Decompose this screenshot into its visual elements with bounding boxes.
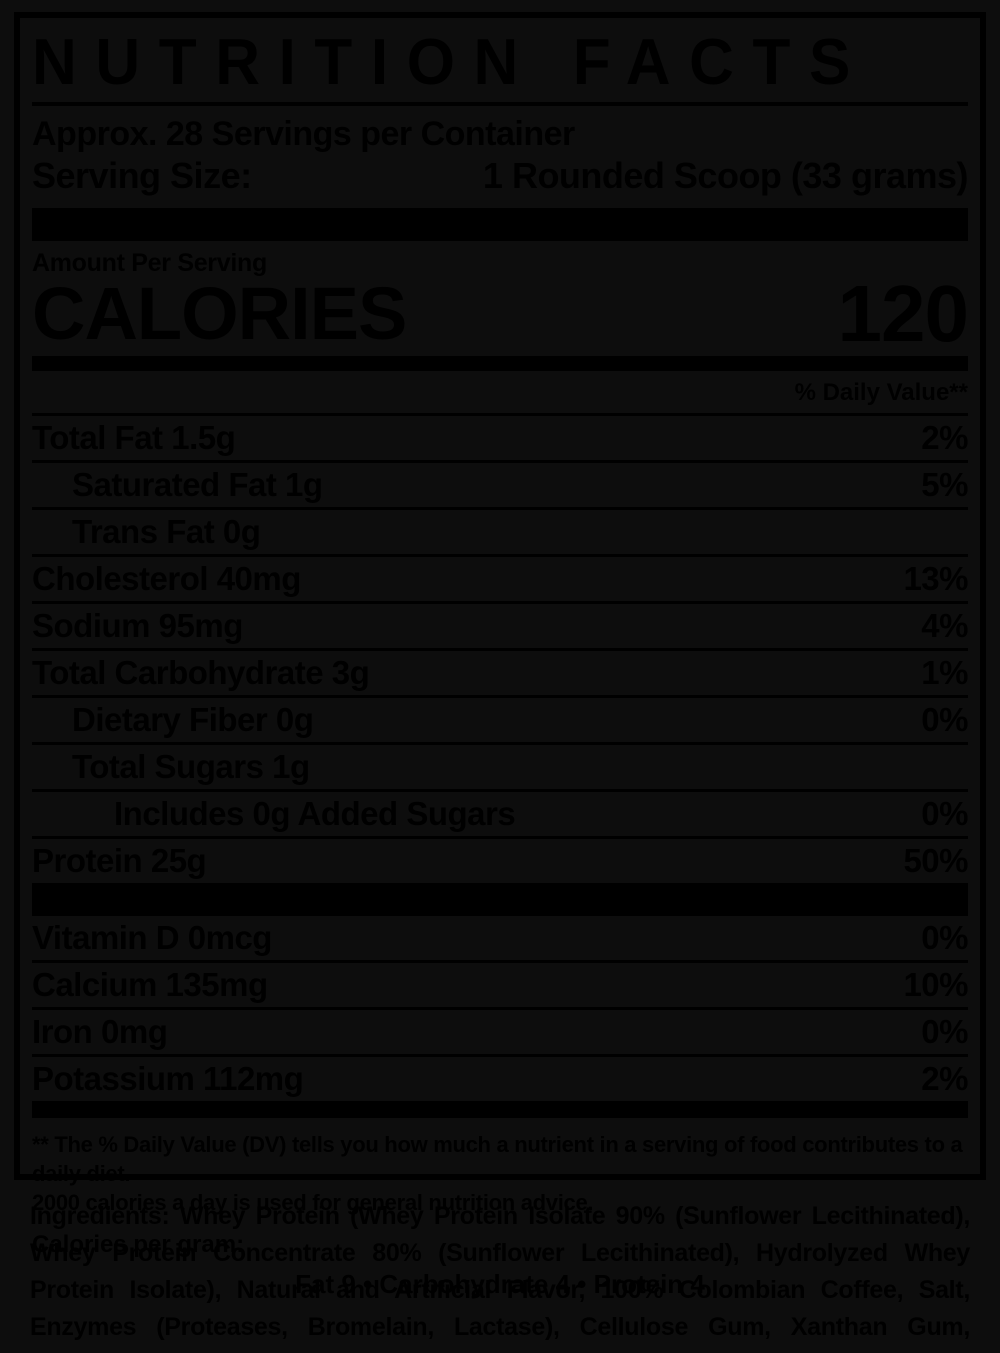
- medium-divider: [32, 356, 968, 371]
- nutrient-row-cholesterol: Cholesterol 40mg 13%: [32, 557, 968, 604]
- nutrient-row-trans-fat: Trans Fat 0g: [32, 510, 968, 557]
- nutrient-row-sodium: Sodium 95mg 4%: [32, 604, 968, 651]
- nutrient-dv: 13%: [903, 560, 968, 597]
- nutrient-name: Cholesterol 40mg: [32, 560, 301, 597]
- daily-value-header: % Daily Value**: [32, 371, 968, 416]
- servings-per-container: Approx. 28 Servings per Container: [32, 115, 575, 153]
- nutrient-row-added-sugars: Includes 0g Added Sugars 0%: [32, 792, 968, 839]
- title-divider: [32, 102, 968, 106]
- ingredients-text: Ingredients: Whey Protein (Whey Protein …: [30, 1202, 970, 1353]
- nutrient-row-dietary-fiber: Dietary Fiber 0g 0%: [32, 698, 968, 745]
- thick-divider-top: [32, 208, 968, 241]
- calories-label: CALORIES: [32, 272, 407, 355]
- nutrient-dv: 1%: [921, 654, 968, 691]
- nutrient-dv: 2%: [921, 419, 968, 456]
- footnote-line-2: 2000 calories a day is used for general …: [32, 1190, 594, 1215]
- vitamin-name: Calcium 135mg: [32, 966, 268, 1003]
- vitamin-name: Potassium 112mg: [32, 1060, 304, 1097]
- vitamin-name: Vitamin D 0mcg: [32, 919, 272, 956]
- nutrient-row-protein: Protein 25g 50%: [32, 839, 968, 883]
- thick-divider-middle: [32, 883, 968, 916]
- panel-title: NUTRITION FACTS: [32, 26, 869, 99]
- nutrient-name: Dietary Fiber 0g: [72, 701, 314, 738]
- vitamin-dv: 10%: [903, 966, 968, 1003]
- nutrient-dv: 0%: [921, 701, 968, 738]
- vitamin-name: Iron 0mg: [32, 1013, 168, 1050]
- vitamin-row-potassium: Potassium 112mg 2%: [32, 1057, 968, 1101]
- vitamin-row-iron: Iron 0mg 0%: [32, 1010, 968, 1057]
- ingredients-block: Ingredients: Whey Protein (Whey Protein …: [30, 1198, 970, 1353]
- vitamin-row-vitamin-d: Vitamin D 0mcg 0%: [32, 916, 968, 963]
- nutrient-dv: 50%: [903, 842, 968, 879]
- calories-value: 120: [837, 269, 969, 358]
- nutrient-dv: 0%: [921, 795, 968, 832]
- calories-row: CALORIES 120: [32, 269, 969, 358]
- nutrient-dv: 4%: [921, 607, 968, 644]
- calories-per-gram-values: Fat 9 • Carbohydrate 4 • Protein 4: [295, 1269, 705, 1299]
- calories-per-gram-label: Calories per gram:: [32, 1231, 245, 1258]
- vitamin-rows: Vitamin D 0mcg 0% Calcium 135mg 10% Iron…: [32, 916, 968, 1101]
- nutrient-name: Protein 25g: [32, 842, 207, 879]
- footnote-line-1: ** The % Daily Value (DV) tells you how …: [32, 1132, 963, 1186]
- serving-size-value: 1 Rounded Scoop (33 grams): [482, 155, 969, 196]
- nutrient-name: Sodium 95mg: [32, 607, 243, 644]
- amount-per-serving: Amount Per Serving: [32, 249, 267, 277]
- vitamin-dv: 0%: [921, 919, 968, 956]
- nutrient-name: Total Sugars 1g: [72, 748, 310, 785]
- thick-divider-bottom: [32, 1101, 968, 1118]
- nutrient-name: Includes 0g Added Sugars: [114, 795, 516, 832]
- nutrient-name: Total Carbohydrate 3g: [32, 654, 370, 691]
- nutrient-row-saturated-fat: Saturated Fat 1g 5%: [32, 463, 968, 510]
- nutrition-facts-panel: NUTRITION FACTS Approx. 28 Servings per …: [14, 12, 986, 1299]
- nutrient-name: Total Fat 1.5g: [32, 419, 236, 456]
- daily-value-footnote: ** The % Daily Value (DV) tells you how …: [32, 1130, 968, 1217]
- vitamin-dv: 2%: [921, 1060, 968, 1097]
- nutrient-dv: 5%: [921, 466, 968, 503]
- nutrient-row-total-fat: Total Fat 1.5g 2%: [32, 416, 968, 463]
- vitamin-dv: 0%: [921, 1013, 968, 1050]
- serving-size-label: Serving Size:: [32, 155, 252, 196]
- nutrient-rows: Total Fat 1.5g 2% Saturated Fat 1g 5% Tr…: [32, 416, 968, 883]
- vitamin-row-calcium: Calcium 135mg 10%: [32, 963, 968, 1010]
- serving-size-row: Serving Size: 1 Rounded Scoop (33 grams): [32, 154, 969, 198]
- nutrient-row-total-sugars: Total Sugars 1g: [32, 745, 968, 792]
- nutrient-name: Trans Fat 0g: [72, 513, 261, 550]
- nutrient-row-total-carbohydrate: Total Carbohydrate 3g 1%: [32, 651, 968, 698]
- nutrient-name: Saturated Fat 1g: [72, 466, 323, 503]
